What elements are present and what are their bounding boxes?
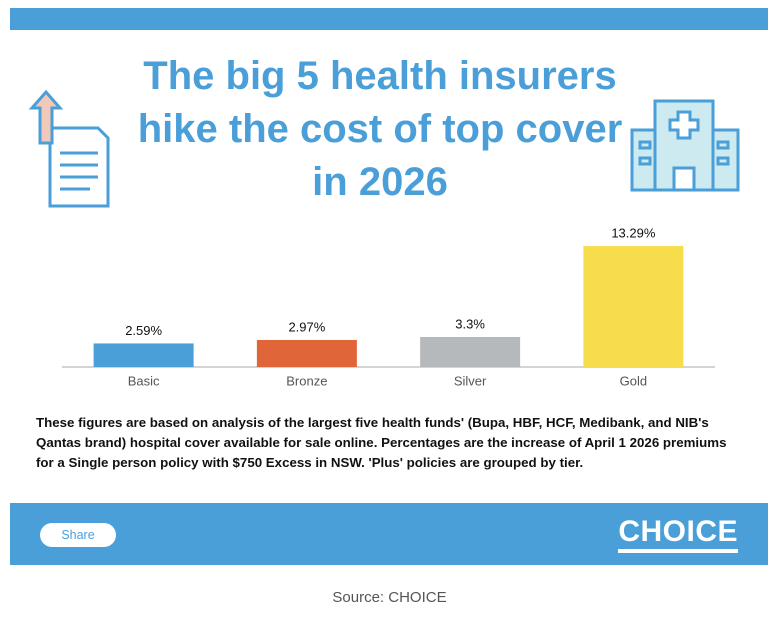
card: Basic 2.59% Bronze 2.97% Silver 3.3% Gold 13.29… (10, 8, 768, 565)
document-icon (28, 89, 110, 208)
brand-logo: CHOICE (618, 515, 738, 553)
x-tick-label: Gold (620, 373, 647, 388)
chart: Basic 2.59% Bronze 2.97% Silver 3.3% Gold 13.29… (28, 89, 740, 388)
bar (256, 339, 357, 367)
source: Source: CHOICE (332, 589, 447, 606)
bar (583, 246, 684, 367)
value-label: 2.59% (125, 323, 162, 338)
x-tick-label: Basic (128, 373, 160, 388)
value-label: 3.3% (455, 316, 485, 331)
share-button[interactable]: Share (40, 523, 116, 547)
bar (420, 336, 521, 367)
value-label: 2.97% (288, 319, 325, 334)
chart-title: The big 5 health insurers hike the cost … (137, 54, 623, 204)
bar (93, 343, 194, 367)
footer: Share CHOICE (10, 503, 768, 565)
note: These figures are based on analysis of t… (36, 415, 727, 470)
hospital-icon (630, 99, 740, 192)
value-label: 13.29% (611, 225, 656, 240)
x-tick-label: Bronze (286, 373, 327, 388)
top-bar (10, 8, 768, 30)
x-tick-label: Silver (454, 373, 487, 388)
share-label: Share (61, 528, 95, 542)
